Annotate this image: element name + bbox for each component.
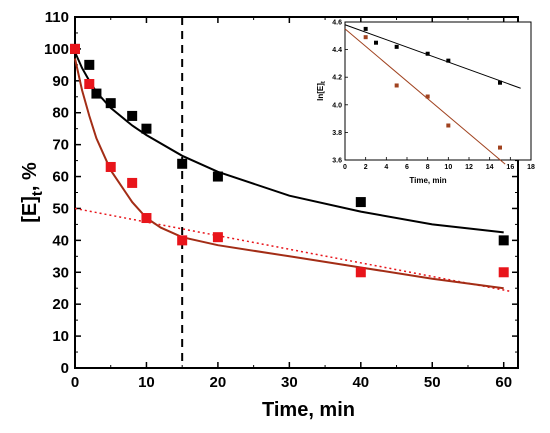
x-tick-label: 10 [138, 374, 155, 391]
inset-y-tick-label: 4.2 [332, 75, 342, 82]
inset-x-tick-label: 2 [364, 164, 368, 171]
inset-x-tick-label: 0 [343, 164, 347, 171]
series-1-point [177, 158, 188, 169]
y-tick-label: 40 [52, 232, 69, 249]
inset-y-tick-label: 3.8 [332, 130, 342, 137]
inset-x-tick-label: 12 [465, 164, 473, 171]
inset-series-1-point [446, 58, 451, 63]
inset-y-axis-title: ln[E]t [316, 81, 327, 101]
inset-y-axis-title-subscript: t [321, 81, 327, 83]
inset-x-tick-label: 8 [426, 164, 430, 171]
y-axis-title-subscript: t [29, 191, 46, 196]
y-axis-title-unit: , % [19, 162, 41, 191]
inset-series-1-point [425, 51, 430, 56]
inset-x-tick-label: 16 [506, 164, 514, 171]
inset-x-tick-label: 18 [527, 164, 535, 171]
series-1-point [498, 235, 509, 246]
series-2-point [70, 43, 80, 54]
y-tick-label: 110 [45, 9, 69, 26]
series-1-point [355, 197, 366, 208]
inset-series-1-point [394, 44, 399, 49]
inset-series-1-point [363, 26, 368, 31]
y-axis-title-main: [E] [19, 196, 41, 223]
y-tick-label: 70 [52, 137, 69, 154]
series-1-point [141, 123, 152, 134]
inset-chart: 3.6 3.8 4.0 4.2 4.4 4.6 0 2 4 6 8 10 12 14 16 18 Time, m… [316, 20, 535, 186]
series-1-point [127, 110, 138, 121]
y-tick-label: 0 [61, 360, 69, 377]
inset-x-tick-label: 6 [405, 164, 409, 171]
series-2-dotted-trend [74, 207, 511, 293]
series-1-point [212, 171, 223, 182]
series-1-point [105, 98, 116, 109]
x-tick-label: 0 [71, 374, 79, 391]
series-2-point [177, 235, 188, 246]
inset-x-tick-label: 4 [384, 164, 388, 171]
y-tick-label: 90 [52, 73, 69, 90]
inset-y-tick-label: 3.6 [332, 158, 342, 165]
inset-series-2-point [425, 94, 430, 99]
inset-series-2-point [363, 35, 368, 40]
inset-y-tick-label: 4.6 [332, 20, 342, 27]
x-axis-title: Time, min [262, 399, 355, 421]
inset-y-axis-title-main: ln[E] [316, 83, 325, 101]
inset-series-1-fit-line [344, 24, 521, 89]
x-tick-label: 50 [424, 374, 441, 391]
inset-y-tick-label: 4.4 [332, 47, 342, 54]
y-tick-label: 50 [52, 200, 69, 217]
inset-series-2-point [446, 123, 451, 128]
inset-y-tick-label: 4.0 [332, 102, 342, 109]
series-2-fit-curve [74, 58, 504, 290]
x-tick-label: 20 [210, 374, 227, 391]
series-2-point [127, 177, 138, 188]
y-tick-label: 30 [52, 264, 69, 281]
series-2-point [84, 79, 95, 90]
inset-plot-frame [344, 21, 532, 161]
inset-x-tick-label: 10 [444, 164, 452, 171]
series-2-point [355, 267, 366, 278]
y-tick-label: 20 [52, 296, 69, 313]
x-tick-label: 30 [281, 374, 298, 391]
x-tick-label: 40 [352, 374, 369, 391]
y-tick-label: 80 [52, 105, 69, 122]
y-tick-label: 10 [52, 328, 69, 345]
y-tick-label: 60 [52, 169, 69, 186]
inset-series-2-fit-line [344, 28, 506, 165]
series-2-point [105, 161, 116, 172]
series-2-point [212, 232, 223, 243]
inset-x-axis-title: Time, min [409, 176, 446, 185]
y-tick-label: 100 [44, 41, 69, 58]
series-1-point [84, 59, 95, 70]
inset-series-1-point [498, 80, 502, 85]
inset-series-2-point [394, 83, 399, 88]
x-tick-label: 60 [495, 374, 512, 391]
inset-series-1-point [374, 40, 378, 45]
inset-x-tick-label: 14 [486, 164, 494, 171]
series-2-point [498, 267, 509, 278]
inset-series-2-point [498, 145, 502, 150]
series-2-point [141, 213, 152, 224]
y-axis-title: [E]t, % [19, 162, 46, 223]
series-1-point [91, 88, 102, 99]
